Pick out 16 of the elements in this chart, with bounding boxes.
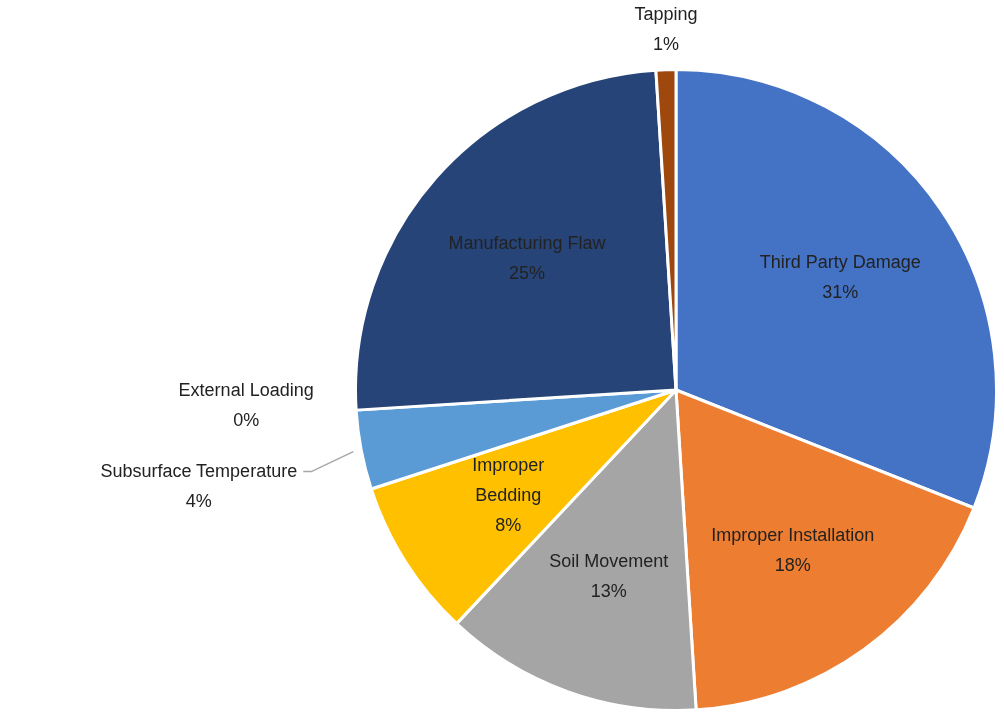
slice-label: Subsurface Temperature bbox=[100, 460, 298, 481]
slice-label: Tapping bbox=[634, 3, 698, 24]
data-label: 8% bbox=[495, 515, 522, 536]
data-label: 13% bbox=[590, 580, 627, 601]
slice-label: Improper Bedding bbox=[472, 455, 545, 506]
slice-label: Third Party Damage bbox=[759, 252, 921, 273]
slice-label: Soil Movement bbox=[549, 550, 669, 571]
text: 0% bbox=[233, 409, 260, 430]
data-label: 4% bbox=[185, 490, 212, 511]
data-label: 1% bbox=[652, 33, 679, 54]
slice-label: Improper Installation bbox=[711, 524, 875, 545]
slice-label: Manufacturing Flaw bbox=[448, 232, 607, 253]
data-label: 31% bbox=[822, 282, 859, 303]
category-label: External Loading bbox=[178, 379, 314, 400]
data-label: 18% bbox=[774, 554, 811, 575]
data-label: 25% bbox=[508, 262, 545, 283]
